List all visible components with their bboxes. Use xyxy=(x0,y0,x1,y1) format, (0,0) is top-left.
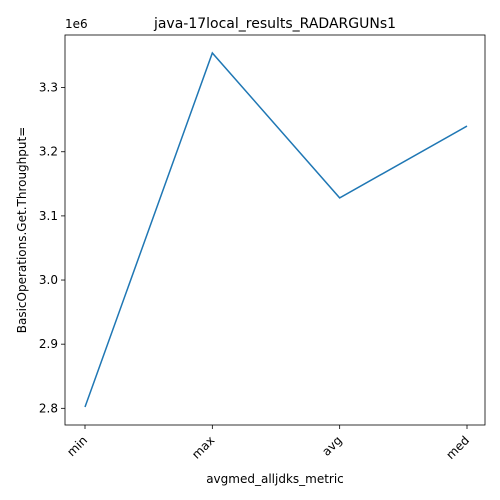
x-tick-label: min xyxy=(64,433,90,459)
x-axis: min max avg med xyxy=(64,425,472,462)
series-line xyxy=(84,51,468,408)
chart-title: java-17local_results_RADARGUNs1 xyxy=(153,16,396,32)
plot-area xyxy=(64,34,486,426)
y-axis-offset-text: 1e6 xyxy=(65,17,88,31)
y-tick-label: 3.1 xyxy=(39,209,58,223)
x-tick-label: max xyxy=(189,433,217,461)
y-tick-label: 2.8 xyxy=(39,401,58,415)
y-axis-label: BasicOperations.Get.Throughput= xyxy=(15,127,29,334)
y-tick-label: 3.0 xyxy=(39,273,58,287)
x-axis-label: avgmed_alljdks_metric xyxy=(206,472,344,486)
series-lines xyxy=(84,51,468,408)
x-tick-label: avg xyxy=(319,433,345,459)
y-axis: 2.8 2.9 3.0 3.1 3.2 3.3 xyxy=(39,81,65,415)
y-tick-label: 3.3 xyxy=(39,81,58,95)
x-tick-label: med xyxy=(443,433,472,462)
y-tick-label: 3.2 xyxy=(39,145,58,159)
y-tick-label: 2.9 xyxy=(39,337,58,351)
